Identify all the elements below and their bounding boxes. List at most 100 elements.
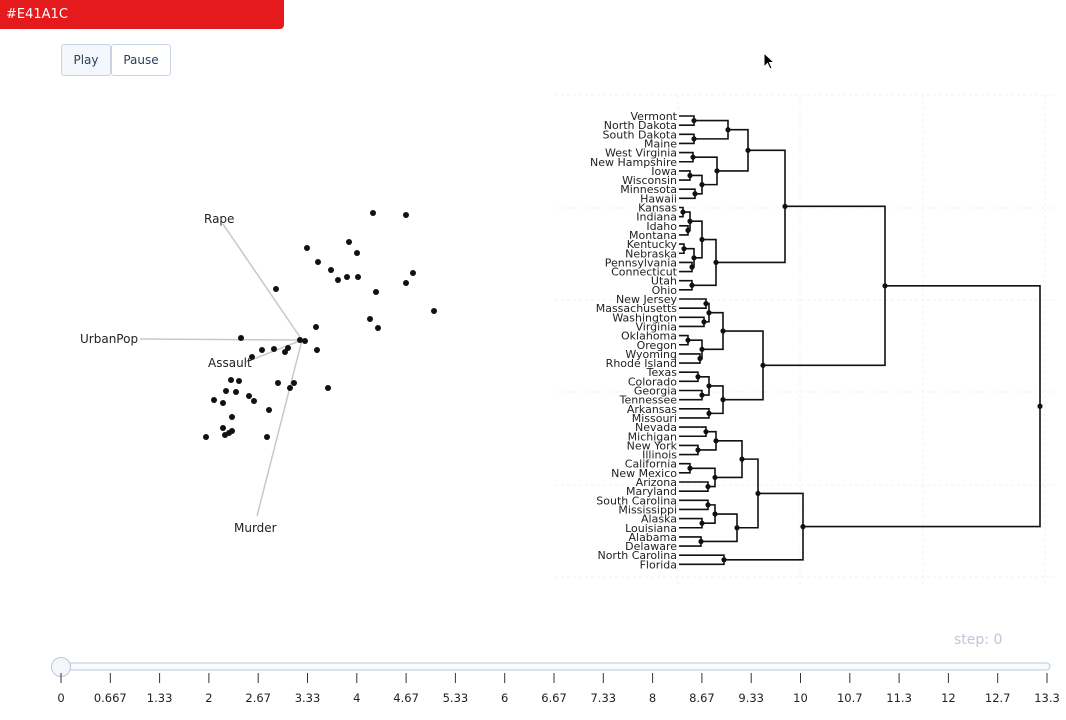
dendrogram-node xyxy=(782,203,788,209)
slider-track[interactable] xyxy=(55,662,1051,671)
dendrogram-link xyxy=(679,499,709,511)
biplot-point xyxy=(313,324,319,330)
state-label: Michigan xyxy=(628,430,677,443)
slider-tick-label: 8 xyxy=(649,691,656,705)
dendrogram-node xyxy=(703,300,709,307)
dendrogram-node xyxy=(712,474,718,481)
urbanpop-arrow xyxy=(139,338,303,341)
slider-tick-label: 4 xyxy=(353,691,360,705)
state-label: Utah xyxy=(651,275,677,288)
dendrogram-node xyxy=(706,310,712,316)
dendrogram-node xyxy=(699,520,705,526)
dendrogram-nodes xyxy=(680,117,1043,563)
biplot-point xyxy=(251,398,257,404)
dendrogram-node xyxy=(691,136,697,142)
urbanpop-label: UrbanPop xyxy=(80,332,138,346)
state-label: New York xyxy=(627,439,678,452)
rape-arrow xyxy=(222,223,303,341)
dendrogram-link xyxy=(679,353,701,364)
dendrogram-link xyxy=(698,430,717,451)
dendrogram-node xyxy=(1037,403,1043,409)
dendrogram-node xyxy=(687,465,693,471)
dendrogram-node xyxy=(714,168,720,174)
dendrogram-node xyxy=(695,447,701,453)
state-label: Georgia xyxy=(634,385,677,398)
dendrogram-node xyxy=(698,538,704,545)
dendrogram-node xyxy=(703,429,709,435)
biplot-point xyxy=(249,354,255,360)
state-label: Wyoming xyxy=(625,348,677,361)
biplot-point xyxy=(344,274,350,280)
state-label: Colorado xyxy=(628,375,677,388)
biplot-point xyxy=(275,380,281,386)
state-label: Minnesota xyxy=(620,183,677,196)
dendrogram-node xyxy=(755,490,761,497)
dendrogram-link xyxy=(694,119,729,140)
slider-tick-label: 11.3 xyxy=(886,691,912,705)
dendrogram-node xyxy=(705,483,711,490)
biplot-point xyxy=(287,385,293,391)
state-label: Kansas xyxy=(638,202,677,215)
dendrogram-node xyxy=(691,255,697,261)
dendrogram-node xyxy=(699,392,705,398)
state-label: Pennsylvania xyxy=(605,256,677,269)
state-label: Louisiana xyxy=(625,522,677,535)
dendrogram-node xyxy=(680,209,686,215)
biplot-point xyxy=(271,346,277,352)
state-label: Vermont xyxy=(631,110,678,123)
biplot-point xyxy=(273,286,279,292)
step-prefix: step: xyxy=(954,632,994,648)
dendrogram-link xyxy=(679,481,709,492)
biplot-point xyxy=(282,349,288,355)
state-label: Indiana xyxy=(636,211,677,224)
dendrogram-node xyxy=(720,397,726,403)
slider-tick-label: 4.67 xyxy=(393,691,419,705)
dendrogram-link xyxy=(690,467,716,488)
state-label: Nebraska xyxy=(625,247,677,260)
dendrogram-node xyxy=(705,502,711,508)
dendrogram-node xyxy=(734,525,740,531)
state-label: Massachusetts xyxy=(596,302,678,315)
state-label: Rhode Island xyxy=(606,357,677,370)
step-slider[interactable] xyxy=(51,657,1051,677)
biplot-point xyxy=(291,380,297,386)
state-label: Washington xyxy=(612,311,677,324)
slider-tick-label: 12.7 xyxy=(985,691,1011,705)
biplot-point xyxy=(304,245,310,251)
dendrogram-node xyxy=(712,511,718,517)
pause-button[interactable]: Pause xyxy=(111,44,171,76)
state-label: Kentucky xyxy=(627,238,678,251)
biplot-point xyxy=(220,400,226,406)
dendrogram-link xyxy=(679,371,699,383)
dendrogram-link xyxy=(679,426,707,438)
state-label: Alaska xyxy=(641,513,677,526)
state-label: Arkansas xyxy=(627,403,677,416)
biplot-point xyxy=(403,212,409,218)
biplot-point xyxy=(335,277,341,283)
biplot-arrows xyxy=(139,223,303,517)
dendrogram-node xyxy=(699,346,705,352)
state-label: Virginia xyxy=(636,320,677,333)
dendrogram-node xyxy=(713,438,719,444)
slider-ticks: 0 0.667 1.33 2 2.67 3.33 4 4.67 5.33 6 6.67 7.33 8 8.… xyxy=(57,673,1060,705)
biplot-point xyxy=(373,289,379,295)
dendrogram-link xyxy=(717,128,749,172)
state-label: New Jersey xyxy=(616,293,678,306)
dendrogram-node xyxy=(713,259,719,265)
dendrogram-node xyxy=(685,227,691,233)
dendrogram-node xyxy=(695,374,701,380)
dendrogram-link xyxy=(679,554,725,566)
dendrogram-node xyxy=(699,182,705,188)
rape-label: Rape xyxy=(204,212,234,226)
state-label: New Mexico xyxy=(611,467,677,480)
play-button[interactable]: Play xyxy=(61,44,111,76)
biplot-point xyxy=(228,377,234,383)
state-label: South Dakota xyxy=(603,128,677,141)
state-label: California xyxy=(625,458,677,471)
dendrogram-node xyxy=(721,557,727,563)
dendrogram-link xyxy=(715,440,743,479)
state-label: Maryland xyxy=(626,485,677,498)
biplot-point xyxy=(297,337,303,343)
dendrogram-node xyxy=(690,154,696,160)
